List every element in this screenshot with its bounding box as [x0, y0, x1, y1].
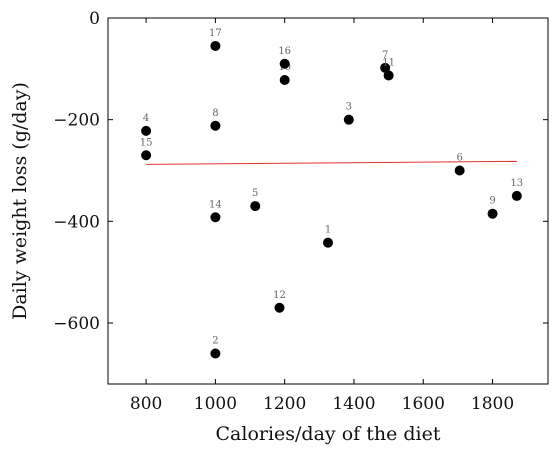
x-tick-label: 1800 — [471, 394, 514, 414]
data-point-label: 11 — [382, 57, 395, 68]
data-point — [141, 150, 152, 161]
x-tick-label: 800 — [130, 394, 162, 414]
data-point — [210, 120, 221, 131]
data-point-label: 9 — [489, 196, 495, 207]
y-tick-label: 0 — [89, 9, 100, 29]
data-point — [274, 302, 285, 313]
data-point-label: 8 — [212, 108, 218, 119]
data-point-label: 17 — [209, 28, 222, 39]
axis-ticks: 800 1000 1200 1400 1600 1800 0 −200 −400 −600 — [53, 9, 548, 414]
y-axis-title: Daily weight loss (g/day) — [9, 82, 31, 320]
data-point — [511, 190, 522, 201]
data-point-label: 2 — [212, 336, 218, 347]
data-point — [279, 75, 290, 86]
y-tick-label: −200 — [53, 111, 100, 131]
data-point — [454, 165, 465, 176]
data-point — [323, 237, 333, 248]
data-point — [250, 201, 261, 212]
data-points: 1234567891011121314151617 — [140, 28, 523, 359]
y-tick-label: −400 — [53, 212, 100, 232]
data-point — [210, 348, 221, 359]
y-tick-label: −600 — [53, 314, 100, 334]
data-point-label: 16 — [278, 46, 291, 57]
data-point — [487, 208, 498, 219]
data-point-label: 7 — [382, 50, 388, 61]
data-point — [210, 212, 221, 223]
data-point-label: 13 — [510, 178, 523, 189]
data-point-label: 14 — [209, 199, 222, 210]
data-point — [343, 114, 354, 125]
data-point-label: 12 — [273, 290, 286, 301]
plot-frame — [107, 17, 549, 385]
x-tick-label: 1200 — [263, 394, 306, 414]
data-point-label: 1 — [325, 225, 331, 236]
data-point — [279, 58, 290, 69]
data-point-label: 3 — [346, 102, 352, 113]
x-tick-label: 1600 — [402, 394, 445, 414]
data-point — [210, 40, 221, 51]
x-tick-label: 1000 — [194, 394, 237, 414]
data-point-label: 15 — [140, 137, 153, 148]
trend-line-group — [146, 160, 517, 165]
data-point-label: 6 — [456, 153, 462, 164]
data-point — [380, 62, 391, 73]
trend-line — [146, 160, 517, 165]
x-tick-label: 1400 — [332, 394, 375, 414]
data-point-label: 5 — [252, 188, 258, 199]
data-point — [383, 70, 394, 81]
data-point-label: 4 — [143, 113, 149, 124]
x-axis-title: Calories/day of the diet — [216, 423, 441, 445]
data-point — [141, 125, 152, 136]
